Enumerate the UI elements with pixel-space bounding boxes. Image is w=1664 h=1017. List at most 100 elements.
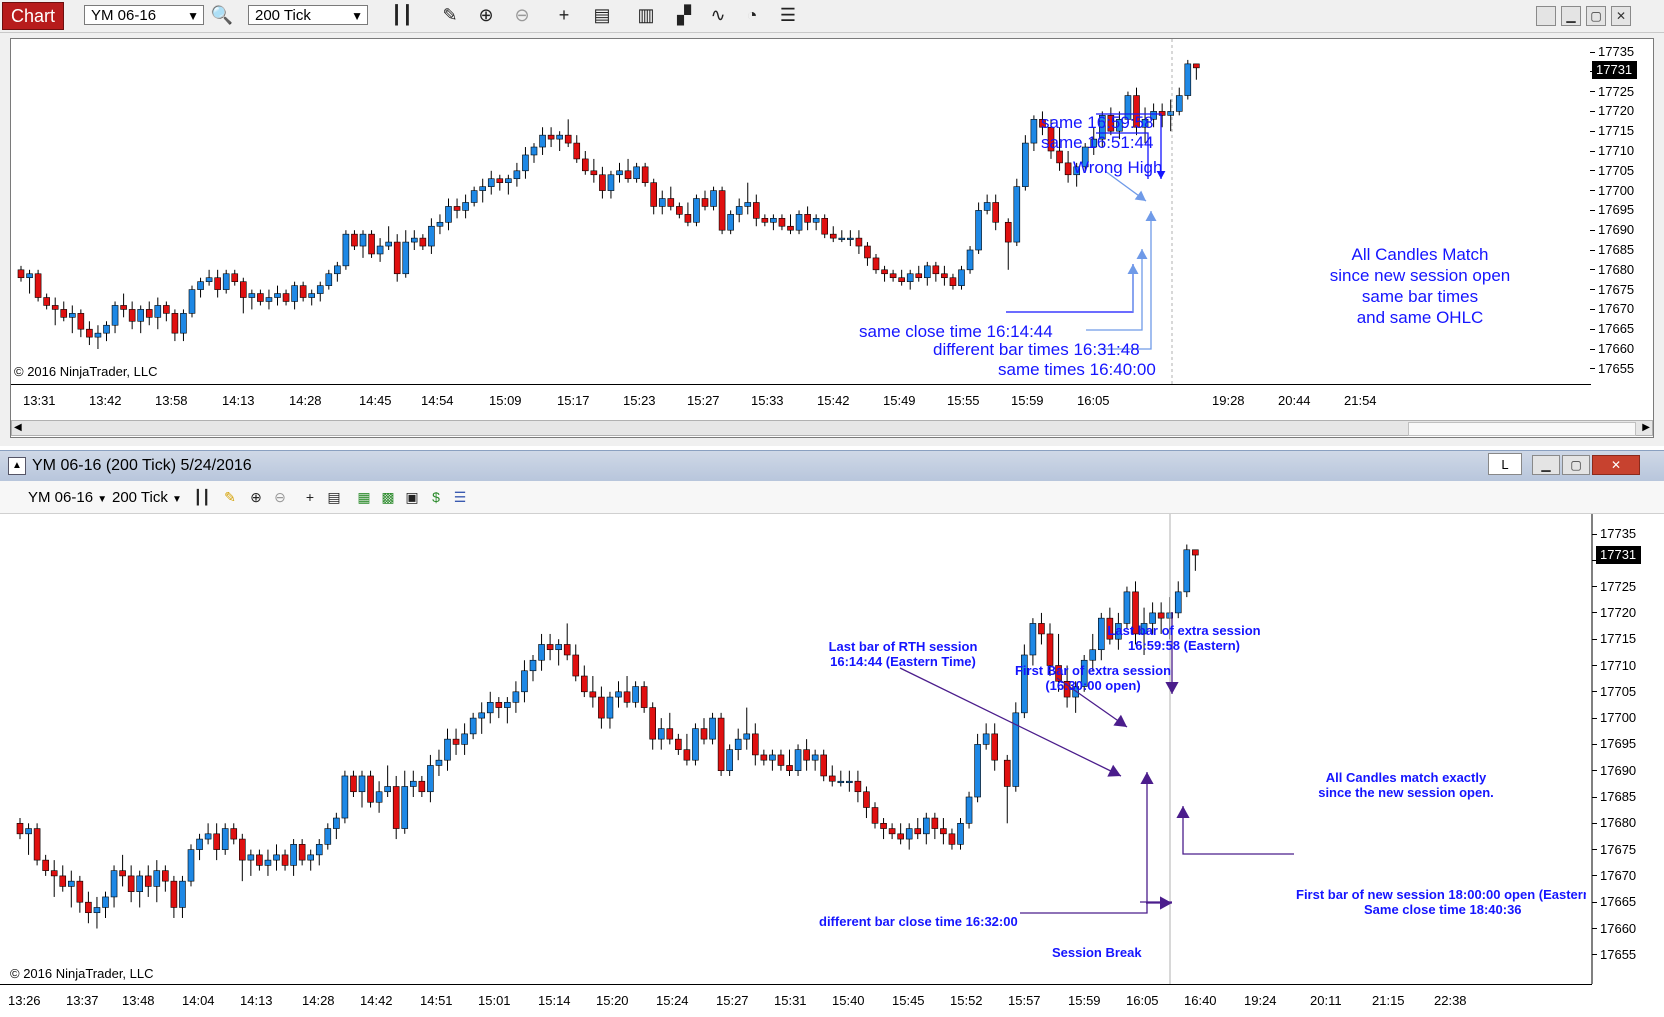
data-box-icon[interactable]: ▤ <box>322 485 346 509</box>
candle-body <box>967 250 973 270</box>
candle-body <box>607 697 613 718</box>
candle-body <box>744 734 750 739</box>
price-tick <box>1590 230 1595 231</box>
bar-type-icon[interactable]: ┃┃ <box>390 3 414 27</box>
candle-body <box>377 246 383 254</box>
candle-body <box>146 309 152 317</box>
chart-image-icon[interactable]: ▣ <box>400 485 424 509</box>
crosshair-icon[interactable]: + <box>552 3 576 27</box>
search-icon[interactable]: 🔍 <box>210 3 234 27</box>
candle-body <box>1014 187 1020 242</box>
candle-body <box>625 171 631 179</box>
scroll-left-icon[interactable]: ◀ <box>14 422 22 433</box>
chart-window-top: Chart YM 06-16 ▼ 🔍 200 Tick ▼ ┃┃ ✎ ⊕ ⊖ +… <box>0 0 1664 446</box>
zoom-out-icon[interactable]: ⊖ <box>268 485 292 509</box>
price-tick-label: 17665 <box>1598 321 1634 336</box>
candle-body <box>863 792 869 808</box>
time-tick-label: 15:01 <box>478 993 511 1008</box>
chart-canvas-top[interactable] <box>11 39 1653 437</box>
strategy-icon[interactable]: ▩ <box>376 485 400 509</box>
interval-selector[interactable]: 200 Tick ▼ <box>248 5 368 25</box>
strategy-icon[interactable]: ◔ <box>740 3 764 27</box>
candle-body <box>445 739 451 760</box>
close-button[interactable]: ✕ <box>1592 455 1640 475</box>
price-tick <box>1592 797 1597 798</box>
scroll-right-icon[interactable]: ▶ <box>1642 422 1650 433</box>
candle-body <box>350 776 356 792</box>
time-tick-label: 16:40 <box>1184 993 1217 1008</box>
candle-body <box>855 781 861 792</box>
candle-body <box>163 305 169 313</box>
horizontal-scrollbar[interactable]: ◀ ▶ <box>11 420 1653 436</box>
annotation-arrow-head <box>1128 264 1139 274</box>
maximize-button[interactable]: ▢ <box>1586 6 1606 26</box>
price-tick-label: 17700 <box>1598 183 1634 198</box>
maximize-button[interactable]: ▢ <box>1562 455 1590 475</box>
window-button-1[interactable] <box>1536 6 1556 26</box>
interval-menu[interactable]: 200 Tick ▼ <box>112 489 182 506</box>
candle-body <box>761 755 767 760</box>
candle-body <box>325 829 331 845</box>
candle-body <box>556 644 562 649</box>
zoom-in-icon[interactable]: ⊕ <box>474 3 498 27</box>
candle-body <box>591 171 597 175</box>
candle-body <box>410 781 416 786</box>
instrument-selector[interactable]: YM 06-16 ▼ <box>84 5 204 25</box>
indicator-icon[interactable]: ▦ <box>352 485 376 509</box>
time-tick-label: 21:54 <box>1344 393 1377 408</box>
properties-icon[interactable]: ☰ <box>448 485 472 509</box>
price-tick <box>1590 190 1595 191</box>
annotation-all-match-bottom: All Candles match exactly since the new … <box>1306 770 1506 800</box>
candle-body <box>138 309 144 321</box>
price-tick <box>1592 586 1597 587</box>
scale-icon[interactable]: ▞ <box>672 3 696 27</box>
indicator-icon[interactable]: ∿ <box>706 3 730 27</box>
candle-body <box>309 294 315 298</box>
candle-body <box>736 206 742 214</box>
candle-body <box>437 222 443 226</box>
scroll-thumb[interactable] <box>1408 422 1636 436</box>
price-tick <box>1592 849 1597 850</box>
bar-spacing-icon[interactable]: ▥ <box>634 3 658 27</box>
price-tick <box>1590 349 1595 350</box>
crosshair-icon[interactable]: + <box>298 485 322 509</box>
candle-body <box>735 739 741 750</box>
candle-body <box>376 792 382 803</box>
chart-window-bottom-titlebar[interactable]: ▲ YM 06-16 (200 Tick) 5/24/2016 L ▁ ▢ ✕ <box>0 450 1664 481</box>
candle-body <box>171 881 177 907</box>
candle-body <box>616 692 622 697</box>
candle-body <box>26 829 32 834</box>
candle-body <box>830 234 836 238</box>
candle-body <box>222 829 228 850</box>
data-box-icon[interactable]: ▤ <box>590 3 614 27</box>
minimize-button[interactable]: ▁ <box>1561 6 1581 26</box>
chart-tab[interactable]: Chart <box>2 2 64 30</box>
price-tick <box>1592 928 1597 929</box>
properties-icon[interactable]: ☰ <box>776 3 800 27</box>
pencil-icon[interactable]: ✎ <box>438 3 462 27</box>
minimize-button[interactable]: ▁ <box>1532 455 1560 475</box>
instrument-menu[interactable]: YM 06-16 ▼ <box>28 489 107 506</box>
annotation-line: All Candles match exactly <box>1306 770 1506 785</box>
pencil-icon[interactable]: ✎ <box>218 485 242 509</box>
candle-body <box>727 750 733 771</box>
copyright-label: © 2016 NinjaTrader, LLC <box>14 364 158 379</box>
time-tick-label: 15:09 <box>489 393 522 408</box>
time-tick-label: 14:28 <box>302 993 335 1008</box>
bar-type-icon[interactable]: ┃┃ <box>190 485 214 509</box>
chart-canvas-bottom[interactable] <box>0 514 1664 1016</box>
candle-body <box>77 881 83 902</box>
annotation-line: First bar of new session 18:00:00 open (… <box>1296 887 1586 902</box>
candle-body <box>889 829 895 834</box>
zoom-out-icon[interactable]: ⊖ <box>510 3 534 27</box>
zoom-in-icon[interactable]: ⊕ <box>244 485 268 509</box>
annotation-arrow-head <box>1137 249 1148 259</box>
candle-body <box>78 313 84 329</box>
dollar-icon[interactable]: $ <box>424 485 448 509</box>
close-button[interactable]: ✕ <box>1611 6 1631 26</box>
price-tick-label: 17670 <box>1600 868 1636 883</box>
candle-body <box>890 274 896 278</box>
time-tick-label: 15:59 <box>1068 993 1101 1008</box>
link-button[interactable]: L <box>1488 453 1522 475</box>
annotation-same-1651: same 16:51:44 <box>1041 133 1153 153</box>
